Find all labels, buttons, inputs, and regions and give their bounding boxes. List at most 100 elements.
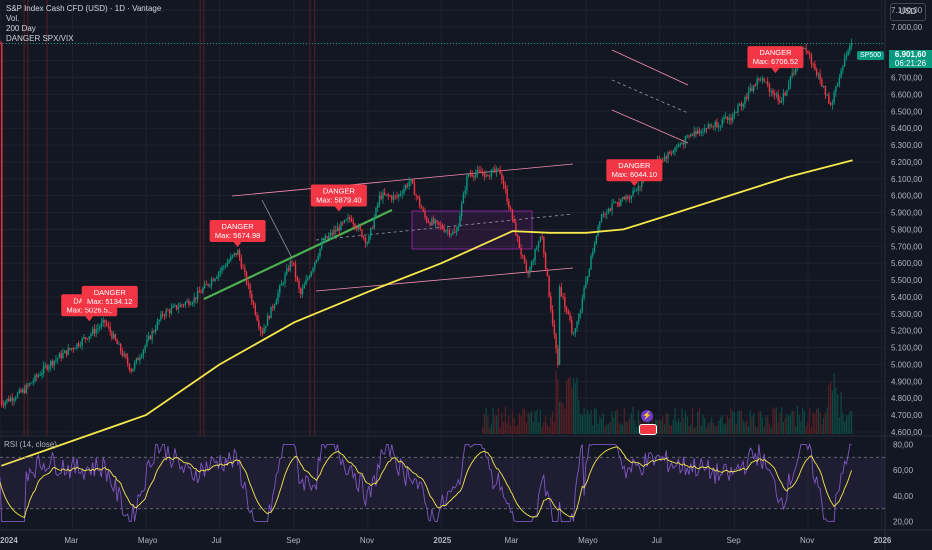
candle-body <box>635 190 638 192</box>
rsi-axis[interactable]: 20,00 40,00 60,00 80,00 <box>893 440 914 526</box>
volume-bar <box>506 423 508 434</box>
candle-body <box>780 101 783 103</box>
price-tick: 6.200,00 <box>891 158 923 167</box>
candle-body <box>72 348 75 349</box>
candle-body <box>55 359 57 361</box>
volume-bar <box>835 387 837 434</box>
flash-icon[interactable]: ⚡ <box>641 410 653 422</box>
candle-body <box>733 111 736 116</box>
candle-body <box>571 319 573 334</box>
volume-bar <box>707 423 709 434</box>
volume-bar <box>543 421 545 434</box>
volume-bar <box>795 426 797 434</box>
candle-body <box>740 103 743 107</box>
alert-flag-icon[interactable] <box>639 424 657 435</box>
candle-body <box>485 175 487 177</box>
candle-body <box>277 292 279 301</box>
candle-body <box>160 313 162 320</box>
candle-body <box>669 152 671 153</box>
candle-body <box>422 208 424 212</box>
candle-body <box>539 236 542 242</box>
candle-body <box>340 222 342 231</box>
volume-bar <box>600 418 603 434</box>
currency-button[interactable]: USD <box>890 3 926 21</box>
symbol-title[interactable]: S&P Index Cash CFD (USD) · 1D · Vantage <box>6 4 162 13</box>
volume-bar <box>676 421 678 434</box>
candle-body <box>716 121 718 127</box>
price-tick: 7.000,00 <box>891 23 923 32</box>
candle-body <box>380 195 382 199</box>
candle-body <box>371 228 374 229</box>
candle-body <box>773 93 776 96</box>
volume-bar <box>548 426 550 434</box>
candle-body <box>266 316 269 326</box>
volume-bar <box>569 377 571 434</box>
candle-body <box>534 249 536 261</box>
candle-body <box>174 305 176 307</box>
candle-body <box>850 42 853 46</box>
candle-body <box>711 125 713 127</box>
candle-body <box>452 231 454 235</box>
candle-body <box>345 219 347 221</box>
candle-body <box>808 53 811 55</box>
candle-body <box>123 353 125 356</box>
candle-body <box>787 84 790 91</box>
candle-body <box>282 283 284 285</box>
candle-body <box>301 288 304 294</box>
volume-bar <box>634 420 636 434</box>
candle-body <box>342 222 344 224</box>
candle-body <box>196 291 199 300</box>
candle-body <box>151 331 153 340</box>
candle-body <box>382 192 384 199</box>
candle-body <box>522 255 524 257</box>
volume-bar <box>677 418 680 434</box>
legend-ma200[interactable]: 200 Day <box>6 24 36 33</box>
candle-body <box>602 214 605 215</box>
candle-body <box>65 350 68 355</box>
volume-bar <box>693 427 695 434</box>
candle-body <box>744 97 746 105</box>
candle-body <box>810 54 813 64</box>
candle-body <box>459 215 461 227</box>
volume-bar <box>700 425 702 434</box>
candle-body <box>441 225 444 229</box>
volume-bar <box>763 426 765 434</box>
volume-bar <box>767 415 769 434</box>
candle-body <box>179 304 181 308</box>
danger-title: DANGER <box>618 161 651 170</box>
candle-body <box>312 267 314 272</box>
candle-body <box>149 335 152 340</box>
price-axis[interactable]: 4.600,00 4.700,00 4.800,00 4.900,00 5.000,00… <box>891 6 923 437</box>
candle-body <box>581 298 584 311</box>
volume-bar <box>546 424 548 434</box>
volume-bar <box>494 414 496 434</box>
volume-bar <box>725 423 727 434</box>
candle-body <box>25 385 27 394</box>
time-axis[interactable]: 2024 Mar Mayo Jul Sep Nov 2025 Mar Mayo Jul Sep Nov… <box>0 536 932 545</box>
rsi-title[interactable]: RSI (14, close) <box>4 440 57 449</box>
candle-body <box>18 389 20 394</box>
candle-body <box>516 235 519 238</box>
candle-body <box>782 93 785 102</box>
volume-bar <box>800 421 802 434</box>
candle-body <box>109 326 111 333</box>
candle-body <box>298 280 300 289</box>
danger-pointer <box>334 206 343 212</box>
legend-volume[interactable]: Vol. <box>6 14 20 23</box>
volume-bar <box>567 378 569 434</box>
candle-body <box>483 173 486 177</box>
candle-body <box>34 375 36 382</box>
candle-body <box>329 232 332 236</box>
candle-body <box>203 283 206 289</box>
candle-body <box>513 219 515 223</box>
volume-bar <box>709 421 711 434</box>
volume-bar <box>579 413 582 434</box>
candle-body <box>588 269 591 277</box>
volume-bar <box>532 422 534 434</box>
candle-body <box>849 45 851 52</box>
legend-danger[interactable]: DANGER SPX/VIX <box>6 34 74 43</box>
candle-body <box>558 287 561 365</box>
candle-body <box>139 357 141 361</box>
